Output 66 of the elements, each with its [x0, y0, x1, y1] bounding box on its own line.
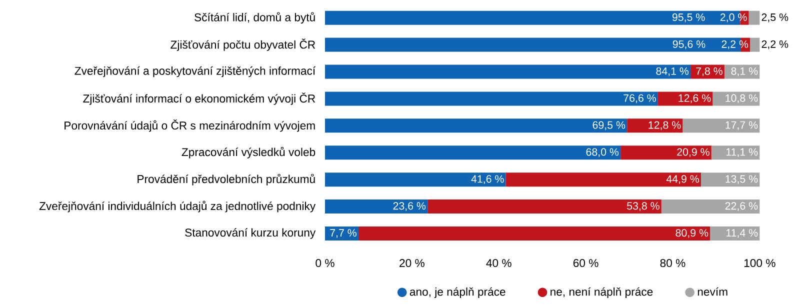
bar [620, 146, 712, 160]
bar [325, 172, 506, 187]
bar [690, 64, 724, 79]
data-label: 23,6 % [393, 202, 426, 211]
data-label: 95,5 % [672, 13, 705, 22]
y-tick-label: Zjišťování počtu obyvatel ČR [170, 38, 316, 51]
y-tick-label: Zveřejňování individuálních údajů za jednotlivé podniky [39, 200, 316, 212]
data-label: 76,6 % [624, 94, 656, 104]
bar [700, 172, 760, 187]
bar [325, 64, 691, 79]
bar [627, 118, 683, 133]
data-label: 95,6 % [672, 40, 706, 50]
y-tick-label: Zpracování výsledků voleb [182, 146, 316, 158]
data-label: 22,6 % [725, 202, 758, 211]
x-tick-label: 20 % [400, 259, 424, 268]
data-label: 68,0 % [586, 148, 619, 158]
y-tick-label: Zveřejňování a poskytování zjištěných informací [74, 66, 316, 78]
data-label: 7,8 % [696, 67, 722, 76]
bar [325, 146, 621, 160]
y-tick-label: Porovnávání údajů o ČR s mezinárodním vývojem [64, 120, 315, 132]
data-label: 53,8 % [627, 202, 660, 211]
y-tick-label: Zjišťování informací o ekonomickém vývoji ČR [83, 92, 316, 105]
data-label: 84,1 % [656, 67, 689, 76]
data-label: 13,5 % [726, 175, 758, 184]
bar [325, 118, 628, 133]
data-label: 80,9 % [676, 229, 708, 238]
data-label: 12,8 % [648, 121, 681, 130]
bar [325, 200, 428, 214]
y-tick-label: Provádění předvolebních průzkumů [138, 174, 315, 186]
bar [428, 200, 662, 214]
data-label: 17,7 % [726, 121, 758, 130]
x-tick-label: 0 % [316, 259, 334, 268]
bar [712, 92, 760, 106]
bar [325, 38, 741, 52]
bar [325, 226, 358, 241]
x-tick-label: 40 % [486, 259, 512, 268]
data-label: 20,9 % [677, 148, 710, 158]
data-label: 41,6 % [471, 175, 504, 184]
bar [661, 200, 760, 214]
legend-label: ne, není náplň práce [550, 287, 653, 298]
bar [750, 38, 760, 52]
data-label: 44,9 % [666, 175, 699, 184]
data-label: 69,5 % [592, 121, 626, 130]
data-label: 2,2 % [762, 40, 788, 50]
bar [682, 118, 760, 133]
data-label: 8,1 % [731, 67, 758, 76]
bar [658, 92, 713, 106]
x-tick-label: 80 % [660, 259, 686, 268]
y-tick-label: Stanovování kurzu koruny [185, 228, 316, 239]
bar [710, 226, 760, 241]
x-tick-label: 100 % [744, 259, 776, 268]
data-label: 11,1 % [726, 148, 758, 158]
bar [711, 146, 760, 160]
bar [748, 10, 760, 25]
bar [358, 226, 710, 241]
y-tick-label: Sčítání lidí, domů a bytů [194, 12, 315, 24]
data-label: 2,5 % [762, 13, 788, 22]
data-label: 7,7 % [330, 229, 356, 238]
legend-label: ano, je náplň práce [410, 287, 506, 298]
data-label: 10,8 % [726, 94, 758, 104]
data-label: 12,6 % [678, 94, 711, 104]
data-label: 11,4 % [726, 229, 758, 238]
bar [325, 92, 658, 106]
legend-label: nevím [698, 287, 728, 296]
x-tick-label: 60 % [573, 259, 598, 268]
bar [506, 172, 701, 187]
